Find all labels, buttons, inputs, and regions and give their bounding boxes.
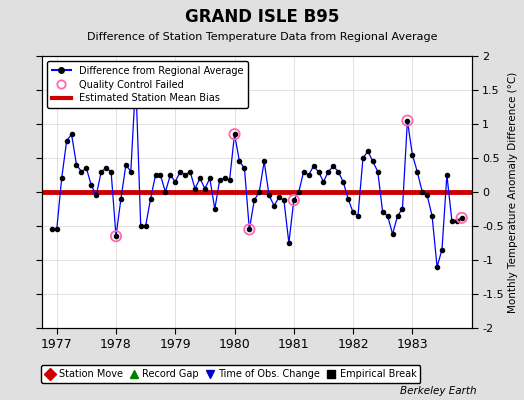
Point: [112, 233, 120, 239]
Point: [403, 117, 412, 124]
Point: [457, 215, 466, 221]
Point: [245, 226, 254, 232]
Y-axis label: Monthly Temperature Anomaly Difference (°C): Monthly Temperature Anomaly Difference (…: [508, 71, 518, 313]
Point: [290, 197, 298, 203]
Legend: Station Move, Record Gap, Time of Obs. Change, Empirical Break: Station Move, Record Gap, Time of Obs. C…: [41, 365, 420, 383]
Text: Berkeley Earth: Berkeley Earth: [400, 386, 477, 396]
Point: [231, 131, 239, 137]
Text: GRAND ISLE B95: GRAND ISLE B95: [185, 8, 339, 26]
Text: Difference of Station Temperature Data from Regional Average: Difference of Station Temperature Data f…: [87, 32, 437, 42]
